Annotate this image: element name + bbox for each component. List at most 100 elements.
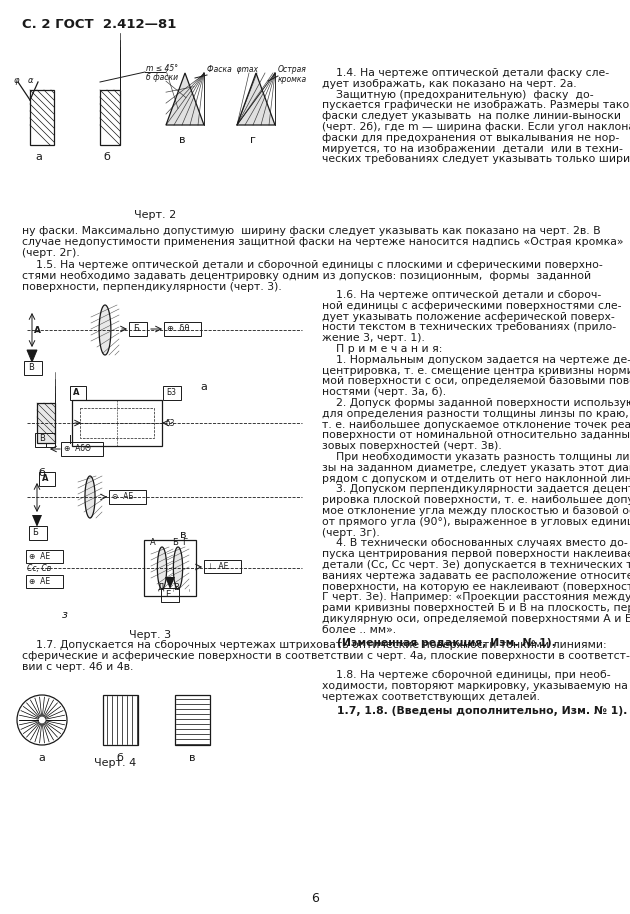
- Text: Е: Е: [165, 590, 170, 599]
- Text: мое отклонение угла между плоскостью и базовой осью: мое отклонение угла между плоскостью и б…: [322, 506, 630, 516]
- Text: Б: Б: [133, 324, 139, 333]
- Text: зовых поверхностей (черт. 3в).: зовых поверхностей (черт. 3в).: [322, 441, 501, 452]
- Text: поверхности от номинальной относительно заданных ба-: поверхности от номинальной относительно …: [322, 430, 630, 441]
- Text: ности текстом в технических требованиях (прило-: ности текстом в технических требованиях …: [322, 323, 616, 333]
- Polygon shape: [166, 73, 204, 125]
- Text: Черт. 4: Черт. 4: [94, 758, 136, 768]
- Text: 1.5. На чертеже оптической детали и сборочной единицы с плоскими и сферическими : 1.5. На чертеже оптической детали и сбор…: [22, 260, 603, 271]
- Text: б: б: [38, 468, 45, 478]
- Text: Защитную (предохранительную)  фаску  до-: Защитную (предохранительную) фаску до-: [322, 90, 593, 100]
- Text: детали (Сс, Сс черт. 3е) допускается в технических требо-: детали (Сс, Сс черт. 3е) допускается в т…: [322, 560, 630, 570]
- Text: г: г: [250, 135, 256, 145]
- Text: Черт. 2: Черт. 2: [134, 210, 176, 220]
- Text: б: б: [117, 753, 123, 763]
- Polygon shape: [32, 515, 42, 527]
- Polygon shape: [27, 350, 37, 362]
- Text: Г: Г: [182, 538, 187, 547]
- Text: Cс, Cв: Cс, Cв: [27, 564, 51, 573]
- Text: 1.7, 1.8. (Введены дополнительно, Изм. № 1).: 1.7, 1.8. (Введены дополнительно, Изм. №…: [322, 707, 627, 717]
- Text: 3. Допуском перпендикулярности задается децент-: 3. Допуском перпендикулярности задается …: [322, 484, 630, 494]
- Text: ⊝  АБ: ⊝ АБ: [112, 492, 134, 501]
- Text: ходимости, повторяют маркировку, указываемую на: ходимости, повторяют маркировку, указыва…: [322, 681, 628, 691]
- Text: т. е. наибольшее допускаемое отклонение точек реальной: т. е. наибольшее допускаемое отклонение …: [322, 420, 630, 430]
- Polygon shape: [173, 547, 183, 589]
- Text: ⊕  АЕ: ⊕ АЕ: [29, 577, 50, 586]
- Text: ностями (черт. 3а, б).: ностями (черт. 3а, б).: [322, 388, 446, 398]
- Bar: [144, 540, 196, 596]
- Text: дует указывать положение асферической поверх-: дует указывать положение асферической по…: [322, 312, 615, 322]
- Bar: [80, 408, 154, 438]
- Text: ⊕  АδΘ: ⊕ АδΘ: [64, 444, 91, 453]
- Text: случае недопустимости применения защитной фаски на чертеже наносится надпись «Ос: случае недопустимости применения защитно…: [22, 237, 624, 247]
- Text: в: в: [180, 530, 186, 540]
- Text: фаски для предохранения от выкалывания не нор-: фаски для предохранения от выкалывания н…: [322, 133, 619, 143]
- Text: Острая: Острая: [278, 65, 307, 74]
- Text: A: A: [73, 388, 79, 397]
- Bar: [37, 403, 55, 443]
- Text: дикулярную оси, определяемой поверхностями А и Е, не: дикулярную оси, определяемой поверхностя…: [322, 614, 630, 624]
- Bar: [72, 400, 162, 446]
- Text: б: б: [103, 152, 110, 162]
- Text: центрировка, т. е. смещение центра кривизны нормируе-: центрировка, т. е. смещение центра криви…: [322, 366, 630, 376]
- Text: В: В: [39, 434, 45, 443]
- Text: 1.6. На чертеже оптической детали и сбороч-: 1.6. На чертеже оптической детали и сбор…: [322, 290, 601, 300]
- Text: а: а: [35, 152, 42, 162]
- Text: з: з: [62, 610, 68, 620]
- Text: С. 2 ГОСТ  2.412—81: С. 2 ГОСТ 2.412—81: [22, 18, 176, 31]
- Text: зы на заданном диаметре, следует указать этот диаметр: зы на заданном диаметре, следует указать…: [322, 462, 630, 473]
- Text: 1. Нормальным допуском задается на чертеже де-: 1. Нормальным допуском задается на черте…: [322, 355, 630, 365]
- Text: кромка: кромка: [278, 75, 307, 84]
- Polygon shape: [85, 476, 95, 518]
- Text: (черт. 2б), где m — ширина фаски. Если угол наклона: (черт. 2б), где m — ширина фаски. Если у…: [322, 122, 630, 132]
- Polygon shape: [158, 547, 166, 589]
- Text: мой поверхности с оси, определяемой базовыми поверх-: мой поверхности с оси, определяемой базо…: [322, 377, 630, 387]
- Text: в: в: [189, 753, 195, 763]
- Text: чертежах соответствующих деталей.: чертежах соответствующих деталей.: [322, 692, 540, 702]
- Text: Б: Б: [32, 528, 38, 537]
- Polygon shape: [237, 73, 275, 125]
- Text: ⊕  АЕ: ⊕ АЕ: [29, 552, 50, 561]
- Text: В: В: [173, 583, 179, 592]
- Text: жение 3, черт. 1).: жение 3, черт. 1).: [322, 334, 425, 343]
- Polygon shape: [165, 577, 175, 589]
- Text: вии с черт. 4б и 4в.: вии с черт. 4б и 4в.: [22, 662, 134, 672]
- Text: 6: 6: [311, 892, 319, 905]
- Bar: [175, 695, 210, 745]
- Text: 2. Допуск формы заданной поверхности используют: 2. Допуск формы заданной поверхности исп…: [322, 398, 630, 408]
- Text: Г черт. 3е). Например: «Проекции расстояния между цент-: Г черт. 3е). Например: «Проекции расстоя…: [322, 592, 630, 602]
- Text: При необходимости указать разность толщины лин-: При необходимости указать разность толщи…: [322, 452, 630, 462]
- Text: от прямого угла (90°), выраженное в угловых единицах: от прямого угла (90°), выраженное в угло…: [322, 516, 630, 526]
- Bar: [100, 90, 120, 145]
- Text: поверхности, на которую ее наклеивают (поверхность Б,: поверхности, на которую ее наклеивают (п…: [322, 581, 630, 591]
- Text: (черт. 3г).: (черт. 3г).: [322, 527, 380, 537]
- Text: для определения разности толщины линзы по краю,: для определения разности толщины линзы п…: [322, 409, 629, 419]
- Text: рами кривизны поверхностей Б и В на плоскость, перпен-: рами кривизны поверхностей Б и В на плос…: [322, 603, 630, 613]
- Text: (черт. 2г).: (черт. 2г).: [22, 248, 80, 258]
- Polygon shape: [99, 305, 111, 355]
- Bar: [103, 695, 138, 745]
- Text: Д: Д: [158, 583, 164, 592]
- Text: Фаска  φmax: Фаска φmax: [207, 65, 258, 74]
- Text: φ: φ: [14, 76, 20, 85]
- Text: а: а: [200, 382, 207, 392]
- Text: б фаски: б фаски: [146, 73, 178, 82]
- Text: В: В: [28, 363, 34, 372]
- Text: δ3: δ3: [166, 419, 176, 428]
- Text: фаски следует указывать  на полке линии-выноски: фаски следует указывать на полке линии-в…: [322, 112, 621, 122]
- Text: пускается графически не изображать. Размеры такой: пускается графически не изображать. Разм…: [322, 101, 630, 111]
- Text: в: в: [179, 135, 185, 145]
- Bar: [30, 90, 54, 145]
- Text: а: а: [38, 753, 45, 763]
- Text: дует изображать, как показано на черт. 2а.: дует изображать, как показано на черт. 2…: [322, 79, 576, 89]
- Text: рировка плоской поверхности, т. е. наибольшее допусти-: рировка плоской поверхности, т. е. наибо…: [322, 495, 630, 505]
- Text: Б3: Б3: [166, 388, 176, 397]
- Text: A: A: [34, 326, 41, 335]
- Text: поверхности, перпендикулярности (черт. 3).: поверхности, перпендикулярности (черт. 3…: [22, 282, 282, 292]
- Text: ваниях чертежа задавать ее расположение относительно: ваниях чертежа задавать ее расположение …: [322, 571, 630, 580]
- Text: ⊥  АЕ: ⊥ АЕ: [207, 562, 228, 571]
- Text: 1.4. На чертеже оптической детали фаску сле-: 1.4. На чертеже оптической детали фаску …: [322, 68, 609, 78]
- Text: ⊕  δθ: ⊕ δθ: [167, 324, 190, 333]
- Text: m ≤ 45°: m ≤ 45°: [146, 64, 178, 73]
- Text: рядом с допуском и отделить от него наклонной линией.: рядом с допуском и отделить от него накл…: [322, 473, 630, 484]
- Text: A: A: [150, 538, 156, 547]
